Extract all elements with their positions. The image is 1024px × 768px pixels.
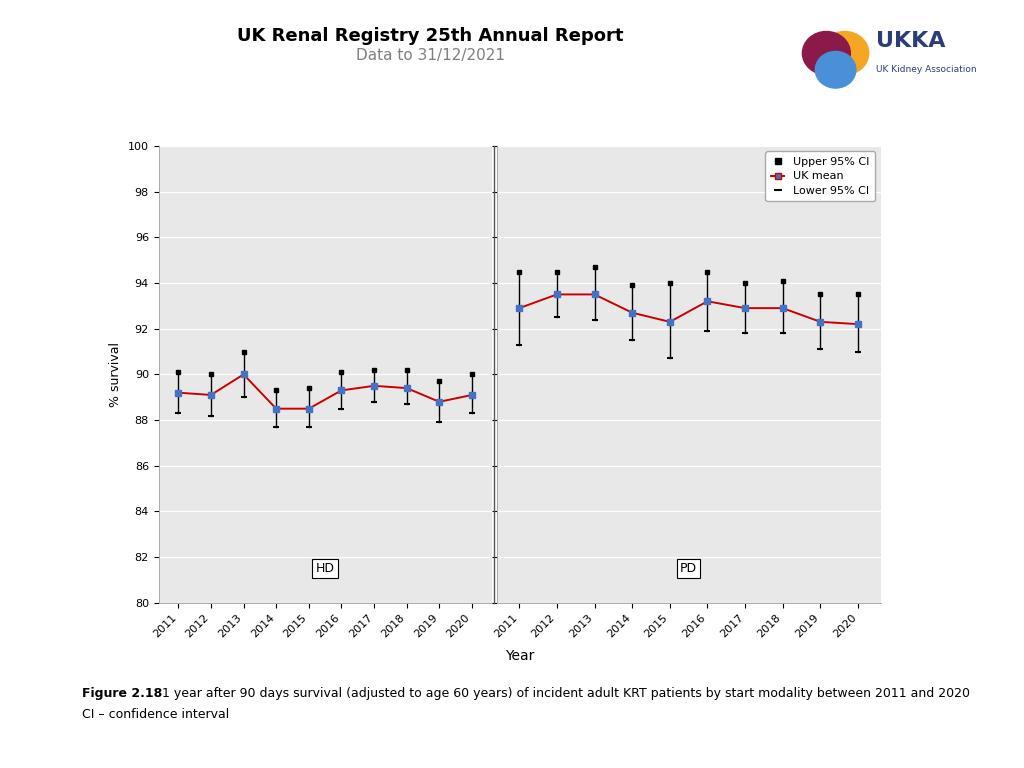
Text: UK Renal Registry 25th Annual Report: UK Renal Registry 25th Annual Report: [237, 27, 624, 45]
Text: UKKA: UKKA: [877, 31, 945, 51]
Y-axis label: % survival: % survival: [110, 342, 123, 407]
Text: Data to 31/12/2021: Data to 31/12/2021: [355, 48, 505, 63]
Circle shape: [803, 31, 850, 74]
Text: UK Kidney Association: UK Kidney Association: [877, 65, 977, 74]
Text: 1 year after 90 days survival (adjusted to age 60 years) of incident adult KRT p: 1 year after 90 days survival (adjusted …: [158, 687, 970, 700]
Text: HD: HD: [315, 562, 335, 575]
Circle shape: [821, 31, 868, 74]
Legend: Upper 95% CI, UK mean, Lower 95% CI: Upper 95% CI, UK mean, Lower 95% CI: [765, 151, 876, 201]
Text: Year: Year: [505, 649, 535, 663]
Circle shape: [815, 51, 856, 88]
Text: Figure 2.18: Figure 2.18: [82, 687, 162, 700]
Text: CI – confidence interval: CI – confidence interval: [82, 708, 229, 721]
Text: PD: PD: [680, 562, 697, 575]
